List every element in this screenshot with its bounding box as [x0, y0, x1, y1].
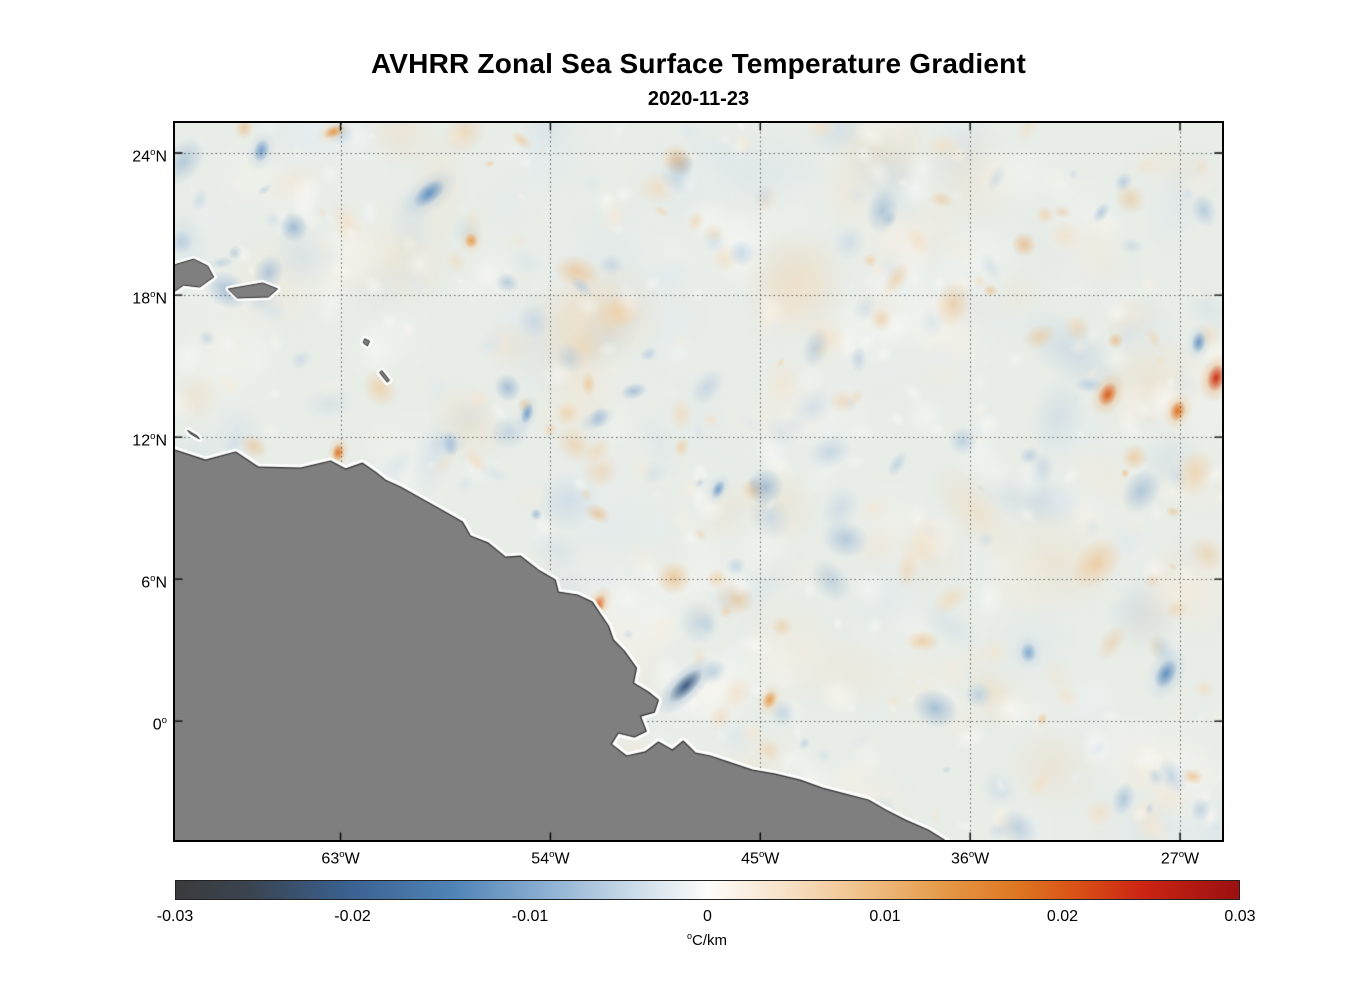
y-tick-label: 18oN: [132, 289, 167, 308]
y-tick-label: 12oN: [132, 431, 167, 450]
x-tick-label: 45oW: [741, 849, 780, 868]
chart-title: AVHRR Zonal Sea Surface Temperature Grad…: [370, 48, 1027, 79]
x-tick-label: 36oW: [951, 849, 990, 868]
colorbar-tick-label: 0.02: [1046, 908, 1079, 925]
x-tick-label: 27oW: [1160, 849, 1200, 868]
colorbar-tick-label: -0.02: [334, 908, 371, 925]
plot-frame: [173, 121, 1224, 842]
colorbar-unit-label: oC/km: [686, 931, 727, 949]
colorbar-tick-label: 0: [703, 908, 712, 925]
x-tick-label: 54oW: [531, 849, 570, 868]
colorbar-tick-label: 0.03: [1224, 908, 1256, 925]
colorbar-tick-label: -0.01: [511, 908, 549, 925]
colorbar-tick-label: -0.03: [156, 908, 194, 925]
chart-date: 2020-11-23: [647, 88, 750, 110]
x-tick-label: 63oW: [321, 849, 360, 868]
y-tick-label: 0o: [152, 715, 167, 734]
sst-gradient-map-canvas: [175, 123, 1222, 840]
y-tick-label: 6oN: [141, 573, 167, 592]
colorbar-gradient: [175, 880, 1240, 900]
y-tick-label: 24oN: [132, 147, 167, 166]
colorbar-tick-label: 0.01: [869, 908, 901, 925]
